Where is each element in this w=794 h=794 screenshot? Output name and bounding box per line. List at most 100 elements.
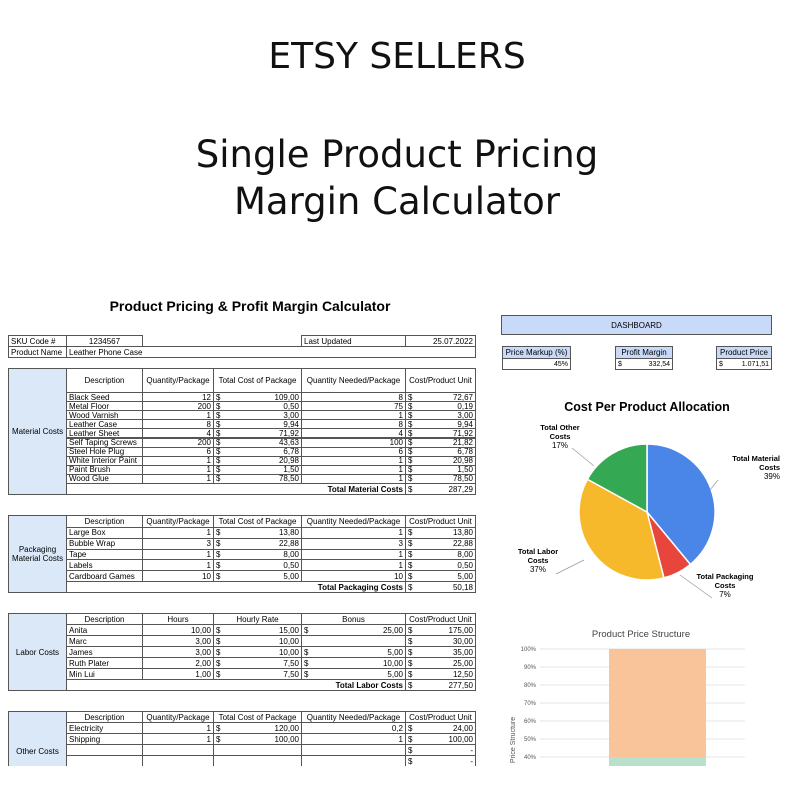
total-value: $287,29 (405, 483, 476, 495)
cell-text: 100,00 (274, 734, 299, 744)
currency-symbol: $ (216, 625, 221, 635)
charts: 100% 90% 80% 70% 60% 50% 40% Price Structure (510, 443, 745, 766)
cell-text: Description (84, 376, 125, 385)
cell-text: 1 (206, 723, 211, 733)
cell-text: Description (84, 614, 125, 624)
cell-text: 8,00 (457, 549, 473, 559)
cell-text: 175,00 (448, 625, 473, 635)
cell-text: 3,00 (195, 647, 211, 657)
currency-symbol: $ (408, 410, 413, 420)
currency-symbol: $ (408, 438, 413, 448)
cell-text: Total Cost of Package (218, 517, 297, 526)
cell-text: 3,00 (195, 636, 211, 646)
currency-symbol: $ (216, 560, 221, 570)
cell-text: 9,94 (283, 419, 299, 429)
total-value: $277,50 (405, 679, 476, 691)
currency-symbol: $ (408, 447, 413, 457)
cell-text: Leather Case (69, 419, 118, 429)
cell-text: 1,50 (457, 465, 473, 475)
cell-text: 25,00 (382, 625, 403, 635)
cell-text: 1 (206, 465, 211, 475)
cell-text: Profit Margin (621, 348, 667, 357)
currency-symbol: $ (408, 528, 413, 538)
currency-symbol: $ (408, 465, 413, 475)
cell-text: Quantity/Package (146, 517, 210, 526)
cell-text: 100 (389, 438, 403, 448)
cell-text: 8 (206, 419, 211, 429)
y-tick-label: 80% (524, 683, 537, 689)
currency-symbol: $ (719, 360, 723, 368)
currency-symbol: $ (216, 636, 221, 646)
cell-text: 13,80 (278, 528, 299, 538)
section-label: Other Costs (8, 711, 67, 766)
cell-text: - (470, 745, 473, 755)
cell-text: 4 (206, 428, 211, 438)
cell-text: 20,98 (278, 456, 299, 466)
currency-symbol: $ (408, 484, 413, 494)
subheading: Margin Calculator (233, 180, 561, 223)
cell-text: 10 (202, 571, 211, 581)
currency-symbol: $ (408, 734, 413, 744)
currency-symbol: $ (408, 419, 413, 429)
currency-symbol: $ (408, 756, 413, 766)
currency-symbol: $ (408, 539, 413, 549)
cell-text: 0,50 (457, 560, 473, 570)
cell-text: 6,78 (283, 447, 299, 457)
kpi-value: $1.071,51 (716, 358, 772, 370)
cell-text: 2,00 (195, 658, 211, 668)
cell-text: SKU Code # (11, 336, 56, 346)
cell-text: 1.071,51 (741, 360, 769, 368)
cell-text: Wood Varnish (69, 410, 119, 420)
currency-symbol: $ (216, 438, 221, 448)
y-tick-label: 100% (521, 647, 537, 653)
currency-symbol: $ (408, 658, 413, 668)
cell-text: 8,00 (283, 549, 299, 559)
cell-text: 6 (206, 447, 211, 457)
pie-label-value: 7% (719, 590, 731, 599)
pie-label: Total Packaging Costs 7% (690, 572, 760, 599)
cell-text: 1 (398, 474, 403, 484)
cell-text: Total Labor Costs (335, 680, 403, 690)
cell-text: Other Costs (16, 746, 59, 756)
cell-text: Electricity (69, 723, 104, 733)
y-tick-label: 60% (524, 719, 537, 725)
value-cell: Leather Phone Case (66, 346, 476, 358)
cell-text: Description (84, 517, 125, 526)
cell-text: Bubble Wrap (69, 539, 116, 549)
cell-text: 10,00 (278, 636, 299, 646)
cell-text: 1 (398, 560, 403, 570)
currency-symbol: $ (216, 401, 221, 411)
cell-text: Bonus (342, 614, 365, 624)
cell-text: 0,50 (283, 560, 299, 570)
cell-text: Total Cost of Package (218, 376, 297, 385)
cell-text: 3,00 (457, 410, 473, 420)
pie-label-value: 17% (551, 441, 568, 450)
currency-symbol: $ (408, 456, 413, 466)
cell-text: Steel Hole Plug (69, 447, 125, 457)
cell-text: 120,00 (274, 723, 299, 733)
currency-symbol: $ (216, 658, 221, 668)
cell-text: 22,88 (278, 539, 299, 549)
bar-title: Product Price Structure (591, 629, 691, 640)
cell-text: Labels (69, 560, 93, 570)
cell-text: Anita (69, 625, 88, 635)
currency-symbol: $ (408, 669, 413, 679)
pie-label-name: Total Packaging Costs (696, 572, 754, 590)
cell-text: 10,00 (278, 647, 299, 657)
currency-symbol: $ (408, 680, 413, 690)
cell-text: 1 (206, 549, 211, 559)
currency-symbol: $ (216, 539, 221, 549)
cell-text: 7,50 (283, 658, 299, 668)
cell-text: 109,00 (274, 392, 299, 402)
pie-label-name: Total Other Costs (540, 423, 580, 441)
cell-text: Total Packaging Costs (317, 582, 403, 592)
y-tick-label: 90% (524, 665, 537, 671)
cell-text: 78,50 (278, 474, 299, 484)
dashboard-title: DASHBOARD (501, 315, 772, 335)
cell-text: 7,50 (283, 669, 299, 679)
cell-text: Marc (69, 636, 87, 646)
leader-line (555, 559, 585, 575)
cell-text: 78,50 (452, 474, 473, 484)
heading: ETSY SELLERS (268, 36, 526, 77)
cell-text: 1 (206, 528, 211, 538)
